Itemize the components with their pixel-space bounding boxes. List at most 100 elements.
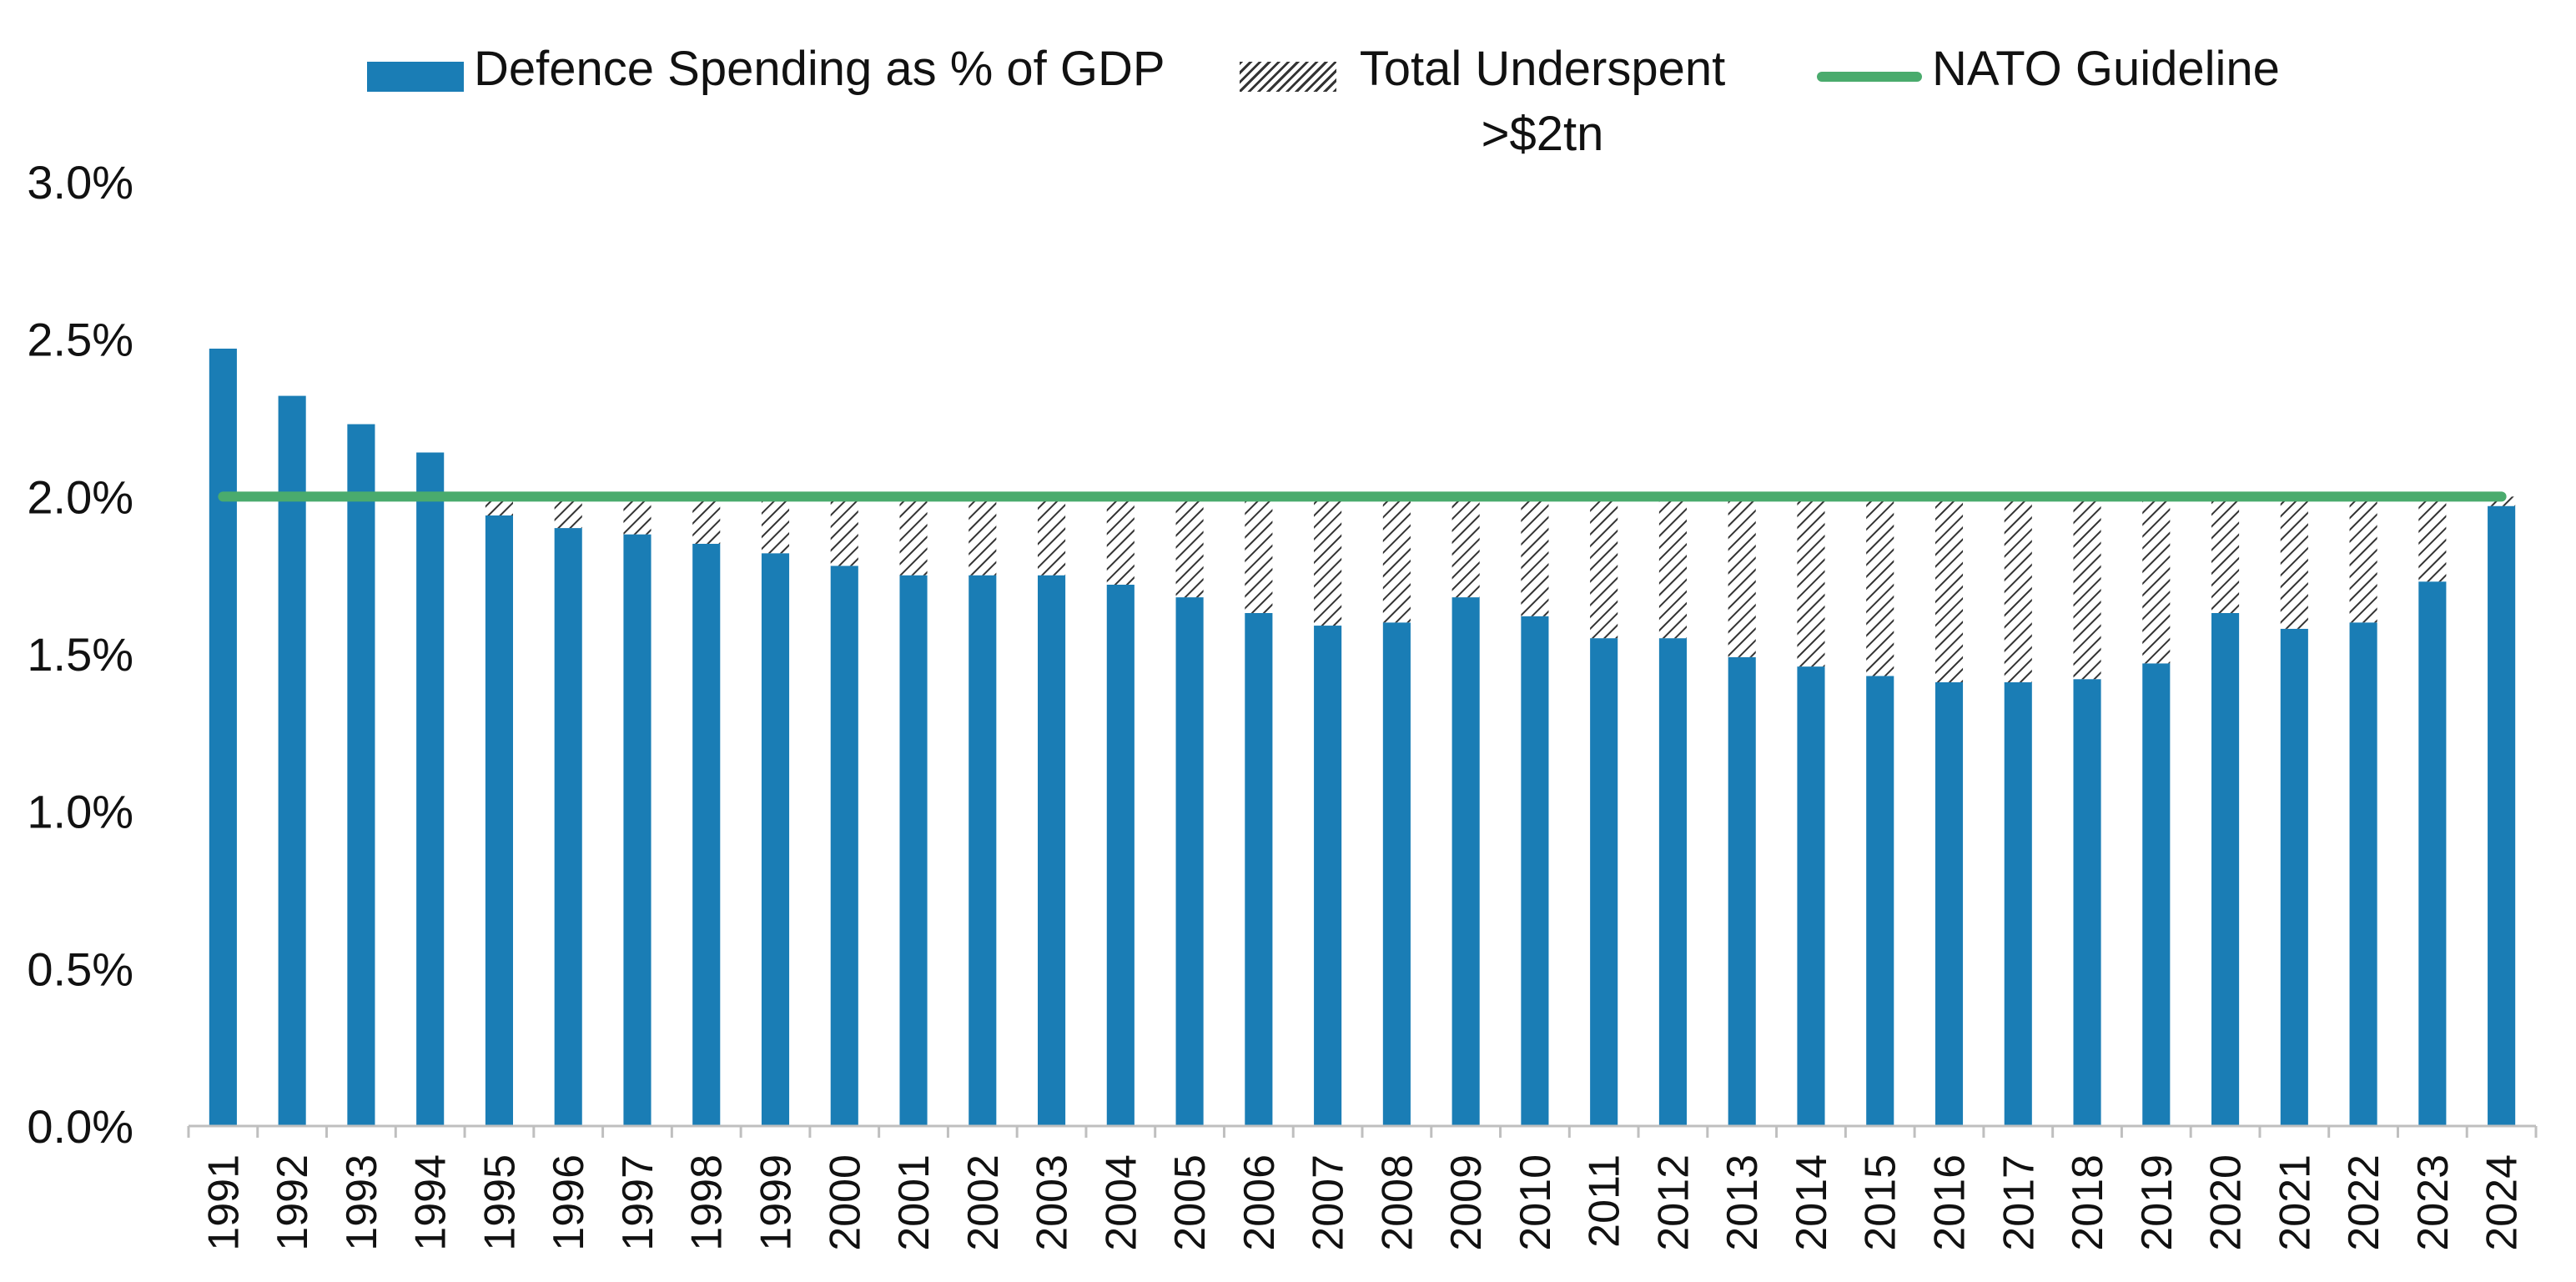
x-tick-label-1993: 1993 [338,1154,386,1251]
x-tick-label-2017: 2017 [1995,1154,2043,1251]
bar-underspent-2009 [1452,496,1480,598]
bar-underspent-2013 [1728,496,1756,657]
bar-defence-spending-2012 [1658,638,1687,1126]
bar-defence-spending-2005 [1175,597,1204,1126]
bar-underspent-2005 [1175,496,1204,598]
bar-underspent-1996 [554,496,582,529]
bar-underspent-2017 [2004,496,2032,682]
x-axis-tick-labels: 1991 1992 1993 1994 1995 1996 1997 1998 1999 2000… [199,1154,2526,1251]
x-tick-label-2022: 2022 [2340,1154,2388,1251]
bar-underspent-2001 [899,496,928,576]
bar-defence-spending-1997 [623,534,652,1126]
x-tick-label-2011: 2011 [1581,1154,1629,1248]
x-tick-label-2003: 2003 [1029,1154,1077,1251]
x-tick-label-2023: 2023 [2409,1154,2458,1251]
bar-defence-spending-2021 [2280,628,2308,1126]
bar-underspent-1997 [623,496,652,535]
legend-label-defence-spending: Defence Spending as % of GDP [474,42,1165,96]
x-tick-label-2021: 2021 [2271,1154,2319,1251]
bar-defence-spending-1992 [278,395,306,1126]
y-tick-label: 1.5% [27,628,133,681]
bar-defence-spending-2013 [1728,656,1756,1126]
bar-defence-spending-2006 [1245,612,1273,1126]
bar-defence-spending-1993 [347,424,375,1127]
bar-defence-spending-2017 [2004,681,2032,1126]
x-tick-label-1994: 1994 [407,1154,455,1251]
x-tick-label-2020: 2020 [2202,1154,2251,1251]
bar-defence-spending-2002 [969,575,997,1126]
legend-swatch-bar [367,62,464,92]
y-axis-tick-labels: 0.0% 0.5% 1.0% 1.5% 2.0% 2.5% 3.0% [27,156,133,1153]
x-tick-label-2024: 2024 [2478,1154,2527,1251]
bar-defence-spending-1991 [209,348,237,1126]
legend-item-underspent: Total Underspent >$2tn [1240,37,1738,167]
chart-legend: Defence Spending as % of GDP Total Under… [0,37,2576,178]
legend-item-defence-spending: Defence Spending as % of GDP [367,37,1165,102]
x-tick-label-2002: 2002 [959,1154,1008,1251]
bar-defence-spending-2009 [1452,597,1480,1126]
x-tick-label-2008: 2008 [1373,1154,1421,1251]
bar-defence-spending-2024 [2488,505,2516,1126]
x-tick-label-2015: 2015 [1857,1154,1905,1251]
x-tick-label-1999: 1999 [752,1154,801,1251]
y-tick-label: 2.5% [27,314,133,366]
bar-underspent-2016 [1935,496,1964,682]
x-tick-label-2010: 2010 [1512,1154,1560,1251]
x-tick-label-2009: 2009 [1442,1154,1491,1251]
x-tick-label-2012: 2012 [1649,1154,1698,1251]
x-tick-label-2014: 2014 [1788,1154,1836,1251]
bar-defence-spending-2015 [1866,676,1894,1126]
y-tick-label: 0.5% [27,943,133,995]
bar-underspent-2008 [1382,496,1411,623]
bar-underspent-2010 [1521,496,1549,616]
bar-underspent-2019 [2142,496,2171,664]
bar-underspent-2023 [2418,496,2447,582]
bar-defence-spending-1998 [692,543,721,1126]
legend-label-underspent: Total Underspent >$2tn [1359,42,1726,161]
x-tick-label-1995: 1995 [475,1154,524,1251]
bar-defence-spending-2007 [1314,626,1342,1126]
legend-swatch-line [1817,72,1922,82]
x-tick-label-2001: 2001 [890,1154,938,1251]
bar-defence-spending-2023 [2418,581,2447,1126]
bar-underspent-2022 [2349,496,2377,623]
bar-defence-spending-2010 [1521,616,1549,1126]
bar-defence-spending-1995 [485,515,513,1126]
x-tick-label-2019: 2019 [2133,1154,2181,1251]
x-axis [187,1124,2538,1138]
x-tick-label-2016: 2016 [1926,1154,1975,1251]
bar-defence-spending-2018 [2073,679,2101,1126]
bar-underspent-2021 [2280,496,2308,629]
bar-underspent-2011 [1590,496,1618,639]
bar-defence-spending-2003 [1038,575,1066,1126]
y-tick-label: 0.0% [27,1100,133,1153]
x-tick-label-2004: 2004 [1097,1154,1145,1251]
bar-underspent-2014 [1797,496,1825,667]
bar-defence-spending-2001 [899,575,928,1126]
x-tick-label-2018: 2018 [2064,1154,2112,1251]
bar-underspent-1999 [761,496,790,554]
y-tick-label: 3.0% [27,156,133,209]
bar-defence-spending-2022 [2349,622,2377,1126]
bar-underspent-2003 [1038,496,1066,576]
legend-swatch-hatch [1240,62,1336,92]
bar-underspent-1998 [692,496,721,544]
bar-underspent-2012 [1658,496,1687,639]
bar-underspent-2002 [969,496,997,576]
x-tick-label-2000: 2000 [821,1154,869,1251]
bar-underspent-2007 [1314,496,1342,626]
bars-layer [209,348,2516,1127]
bar-underspent-2018 [2073,496,2101,680]
bar-defence-spending-2014 [1797,666,1825,1126]
x-tick-label-2005: 2005 [1166,1154,1215,1251]
bar-defence-spending-1996 [554,528,582,1126]
bar-underspent-2006 [1245,496,1273,613]
bar-defence-spending-2016 [1935,681,1964,1126]
x-tick-label-1997: 1997 [614,1154,662,1251]
y-tick-label: 2.0% [27,470,133,523]
bar-defence-spending-1994 [416,452,445,1126]
legend-item-nato-guideline: NATO Guideline [1817,37,2280,102]
x-tick-label-2007: 2007 [1305,1154,1353,1251]
